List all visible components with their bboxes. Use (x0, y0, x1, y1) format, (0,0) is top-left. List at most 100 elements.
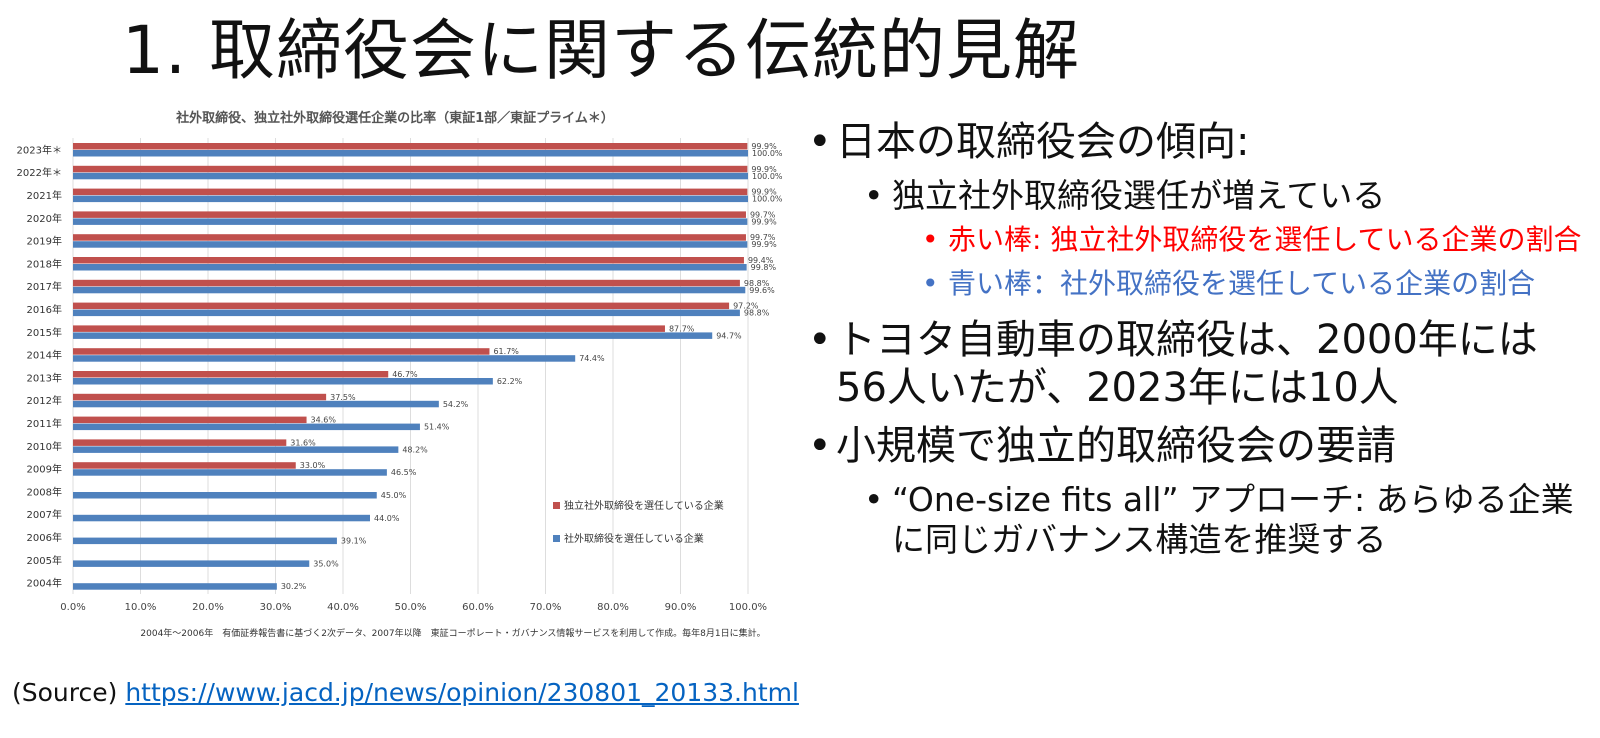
data-label: 98.8% (744, 309, 770, 318)
data-label: 46.7% (392, 370, 418, 379)
data-label: 48.2% (402, 445, 428, 454)
bar-outside-director (73, 514, 370, 522)
data-label: 51.4% (424, 423, 450, 432)
bullet-blue-bar-legend: • 青い棒：社外取締役を選任している企業の割合 (922, 267, 1536, 300)
data-label: 100.0% (752, 149, 783, 158)
chart-title: 社外取締役、独立社外取締役選任企業の比率（東証1部／東証プライム＊） (175, 110, 614, 126)
bar-outside-director (73, 560, 310, 567)
source-prefix: (Source) (12, 678, 126, 707)
source-citation: (Source) https://www.jacd.jp/news/opinio… (12, 676, 799, 710)
bar-independent-outside-director (73, 279, 740, 287)
bar-independent-outside-director (73, 462, 296, 469)
data-label: 98.8% (744, 279, 770, 288)
bar-independent-outside-director (73, 257, 744, 264)
legend-label: 独立社外取締役を選任している企業 (564, 499, 724, 512)
bar-outside-director (73, 378, 493, 385)
bar-independent-outside-director (73, 416, 307, 424)
y-category-label: 2023年＊ (17, 143, 62, 156)
data-label: 35.0% (313, 559, 339, 568)
x-tick-label: 30.0% (260, 602, 292, 613)
bar-outside-director (73, 446, 399, 453)
bullet-red-bar-legend: • 赤い棒: 独立社外取締役を選任している企業の割合 (922, 223, 1582, 256)
bar-outside-director (73, 309, 740, 317)
data-label: 74.4% (579, 354, 605, 363)
legend-label: 社外取締役を選任している企業 (564, 532, 704, 545)
y-category-label: 2017年 (27, 280, 62, 293)
data-label: 44.0% (374, 514, 400, 523)
data-label: 94.7% (716, 331, 742, 340)
bar-outside-director (73, 423, 420, 431)
data-label: 31.6% (290, 438, 316, 447)
y-category-label: 2009年 (27, 463, 62, 476)
data-label: 99.7% (750, 210, 776, 219)
y-category-label: 2018年 (27, 257, 62, 270)
bar-outside-director (73, 286, 746, 294)
bar-independent-outside-director (73, 371, 389, 378)
x-tick-label: 100.0% (729, 602, 767, 613)
y-category-label: 2004年 (27, 577, 62, 590)
data-label: 33.0% (300, 461, 326, 470)
bar-independent-outside-director (73, 234, 746, 241)
data-label: 100.0% (752, 195, 783, 204)
y-category-label: 2014年 (27, 349, 62, 362)
bar-outside-director (73, 241, 748, 248)
bar-outside-director (73, 537, 337, 545)
data-label: 99.7% (750, 233, 776, 242)
x-tick-label: 60.0% (462, 602, 494, 613)
y-category-label: 2016年 (27, 303, 62, 316)
bullet-toyota-directors: • トヨタ自動車の取締役は、2000年には56人いたが、2023年には10人 (808, 317, 1538, 411)
data-label: 62.2% (497, 377, 523, 386)
data-label: 39.1% (341, 537, 367, 546)
y-category-label: 2019年 (27, 235, 62, 248)
y-category-label: 2010年 (27, 440, 62, 453)
data-label: 100.0% (752, 172, 783, 181)
data-label: 87.7% (669, 324, 695, 333)
y-category-label: 2022年＊ (17, 166, 62, 179)
bar-outside-director (73, 332, 713, 339)
data-label: 30.2% (281, 582, 307, 591)
legend-swatch (553, 502, 560, 509)
source-link[interactable]: https://www.jacd.jp/news/opinion/230801_… (125, 678, 799, 707)
x-tick-label: 70.0% (530, 602, 562, 613)
data-label: 99.9% (751, 165, 777, 174)
data-label: 99.8% (751, 263, 777, 272)
data-label: 46.5% (391, 468, 417, 477)
bar-independent-outside-director (73, 439, 287, 446)
x-tick-label: 10.0% (125, 602, 157, 613)
data-label: 99.9% (751, 142, 777, 151)
x-tick-label: 80.0% (597, 602, 629, 613)
legend-swatch (553, 535, 560, 542)
bar-outside-director (73, 172, 748, 180)
bar-outside-director (73, 583, 277, 590)
data-label: 54.2% (443, 400, 469, 409)
y-category-label: 2005年 (27, 554, 62, 567)
bullet-small-independent-board: • 小規模で独立的取締役会の要請 (808, 423, 1396, 469)
data-label: 99.9% (751, 217, 777, 226)
y-category-label: 2008年 (27, 485, 62, 498)
bar-outside-director (73, 264, 747, 271)
bullet-independent-directors-increasing: • 独立社外取締役選任が増えている (864, 176, 1386, 215)
x-tick-label: 50.0% (395, 602, 427, 613)
data-label: 97.2% (733, 302, 759, 311)
x-tick-label: 90.0% (665, 602, 697, 613)
data-label: 37.5% (330, 393, 356, 402)
chart-footnote: 2004年～2006年 有価証券報告書に基づく2次データ、2007年以降 東証コ… (140, 627, 765, 639)
y-category-label: 2021年 (27, 189, 62, 202)
bar-outside-director (73, 150, 748, 157)
bar-independent-outside-director (73, 302, 730, 310)
x-tick-label: 40.0% (327, 602, 359, 613)
bar-chart: 社外取締役、独立社外取締役選任企業の比率（東証1部／東証プライム＊） 0.0% 10… (17, 110, 783, 639)
bar-outside-director (73, 469, 387, 476)
bar-independent-outside-director (73, 188, 748, 196)
bar-outside-director (73, 492, 377, 499)
x-tick-label: 0.0% (60, 602, 85, 613)
bar-independent-outside-director (73, 348, 490, 355)
bar-independent-outside-director (73, 325, 665, 332)
data-label: 34.6% (311, 416, 337, 425)
data-label: 99.6% (749, 286, 775, 295)
x-tick-label: 20.0% (192, 602, 224, 613)
y-category-label: 2012年 (27, 394, 62, 407)
y-category-label: 2020年 (27, 212, 62, 225)
slide-title: 1. 取締役会に関する伝統的見解 (122, 12, 1080, 89)
bullet-one-size-fits-all: • “One-size fits all” アプローチ: あらゆる企業に同じガバナ… (864, 480, 1574, 559)
